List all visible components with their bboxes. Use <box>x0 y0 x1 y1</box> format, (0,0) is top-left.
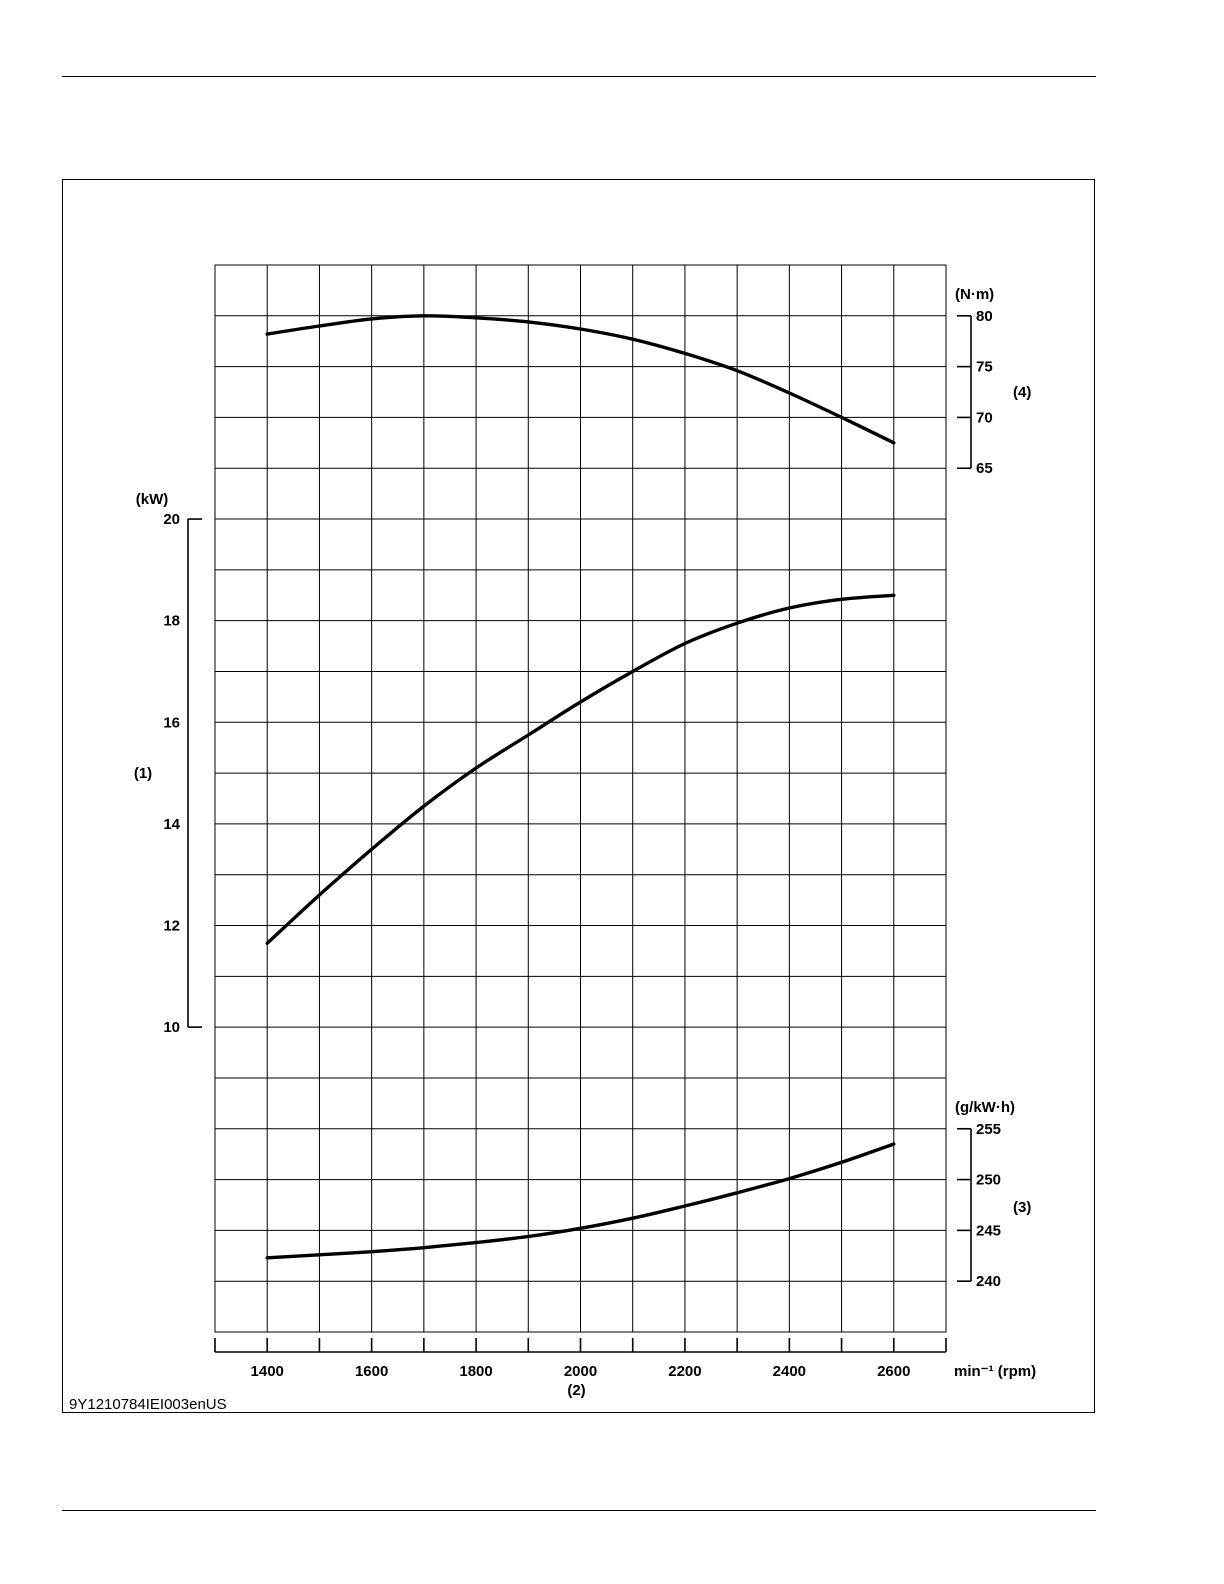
x-tick-label: 1600 <box>355 1363 388 1380</box>
power-curve <box>265 593 896 945</box>
power-tick-label: 20 <box>163 511 180 528</box>
engine-performance-chart: 1400 1600 1800 2000 2200 2400 2600 min⁻¹ (rpm) (… <box>69 264 1036 1413</box>
power-tick-label: 18 <box>163 613 180 630</box>
labels: 1400 1600 1800 2000 2200 2400 2600 min⁻¹ (rpm) (… <box>134 286 1036 1399</box>
grid <box>214 264 947 1333</box>
x-unit-label: min⁻¹ (rpm) <box>954 1363 1036 1380</box>
footer-rule <box>62 1510 1096 1511</box>
torque-unit-label: (N·m) <box>955 286 994 303</box>
fuel-tick-label: 255 <box>976 1121 1001 1138</box>
power-tick-label: 12 <box>163 918 180 935</box>
fuel-axis-label: (3) <box>1013 1199 1031 1216</box>
figure-frame: 1400 1600 1800 2000 2200 2400 2600 min⁻¹ (rpm) (… <box>62 179 1095 1413</box>
power-tick-label: 14 <box>163 816 180 833</box>
figure-id-label: 9Y1210784IEI003enUS <box>69 1396 227 1413</box>
header-rule <box>62 76 1096 77</box>
torque-curve <box>265 314 896 445</box>
x-tick-label: 1400 <box>251 1363 284 1380</box>
torque-tick-label: 75 <box>976 359 993 376</box>
fuel-curve <box>265 1142 896 1260</box>
x-tick-label: 2600 <box>877 1363 910 1380</box>
torque-tick-label: 65 <box>976 460 993 477</box>
power-unit-label: (kW) <box>136 491 169 508</box>
power-tick-label: 16 <box>163 714 180 731</box>
x-tick-label: 2200 <box>668 1363 701 1380</box>
fuel-tick-label: 245 <box>976 1222 1001 1239</box>
x-tick-label: 1800 <box>459 1363 492 1380</box>
torque-tick-label: 70 <box>976 409 993 426</box>
fuel-tick-label: 240 <box>976 1273 1001 1290</box>
x-tick-label: 2000 <box>564 1363 597 1380</box>
power-tick-label: 10 <box>163 1019 180 1036</box>
torque-axis-label: (4) <box>1013 384 1031 401</box>
fuel-tick-label: 250 <box>976 1172 1001 1189</box>
fuel-unit-label: (g/kW·h) <box>955 1099 1015 1116</box>
curves <box>265 314 896 1260</box>
x-tick-label: 2400 <box>773 1363 806 1380</box>
axes <box>187 315 972 1353</box>
power-axis-label: (1) <box>134 765 152 782</box>
x-axis-label: (2) <box>567 1382 585 1399</box>
torque-tick-label: 80 <box>976 308 993 325</box>
